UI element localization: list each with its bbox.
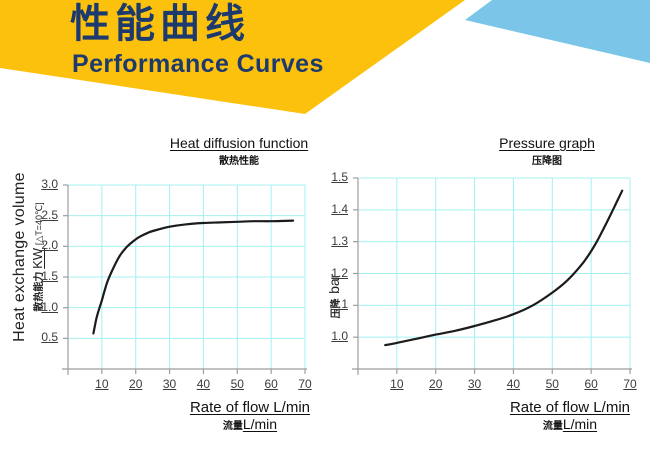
x-tick-label: 40 bbox=[196, 377, 211, 391]
chart-title-cjk: 散热性能 bbox=[219, 156, 259, 167]
x-tick-label: 70 bbox=[298, 377, 312, 391]
x-tick-label: 50 bbox=[230, 377, 244, 391]
x-axis-label-cjk: 流量 bbox=[542, 421, 563, 432]
x-axis-label-cjk-line: 流量L/min bbox=[222, 416, 277, 432]
y-tick-label: 1.1 bbox=[331, 297, 348, 312]
page-title-cjk: 性能曲线 bbox=[70, 2, 250, 46]
x-tick-label: 10 bbox=[95, 377, 109, 391]
y-tick-label: 1.0 bbox=[41, 299, 58, 314]
x-axis-label-cjk: 流量 bbox=[222, 421, 243, 432]
chart-title: Pressure graph 压降图 bbox=[499, 135, 595, 167]
x-tick-label: 70 bbox=[623, 377, 637, 391]
chart-title-cjk: 压降图 bbox=[532, 156, 562, 167]
chart-title: Heat diffusion function 散热性能 bbox=[170, 135, 308, 167]
y-tick-label: 1.2 bbox=[331, 265, 348, 280]
x-tick-label: 30 bbox=[162, 377, 177, 391]
x-tick-label: 30 bbox=[467, 377, 482, 391]
x-axis-label-en: Rate of flow L/min bbox=[189, 399, 310, 416]
curve-line bbox=[384, 189, 624, 347]
y-tick-label: 1.5 bbox=[41, 269, 58, 283]
x-axis-label-cjk-line: 流量L/min bbox=[542, 416, 597, 432]
y-tick-label: 1.4 bbox=[331, 201, 348, 216]
y-tick-label: 2.0 bbox=[41, 238, 58, 253]
y-tick-label: 0.5 bbox=[41, 330, 58, 345]
chart-title-en: Pressure graph bbox=[499, 135, 595, 151]
x-tick-label: 20 bbox=[129, 377, 143, 391]
y-tick-label: 1.0 bbox=[331, 329, 348, 344]
x-tick-label: 40 bbox=[506, 377, 521, 391]
x-axis-unit: L/min bbox=[242, 416, 278, 432]
page-title-en: Performance Curves bbox=[72, 50, 324, 78]
curve-line bbox=[92, 219, 295, 335]
x-tick-label: 10 bbox=[390, 377, 404, 391]
y-tick-label: 1.5 bbox=[331, 170, 348, 184]
x-tick-label: 60 bbox=[584, 377, 598, 391]
y-tick-label: 3.0 bbox=[41, 177, 58, 191]
x-tick-label: 50 bbox=[545, 377, 559, 391]
x-axis-label-en: Rate of flow L/min bbox=[509, 399, 630, 416]
x-axis-unit: L/min bbox=[562, 416, 598, 432]
y-tick-label: 2.5 bbox=[41, 207, 58, 222]
plot-grid-and-curve bbox=[352, 177, 632, 375]
x-tick-label: 60 bbox=[264, 377, 278, 391]
x-axis-label: Rate of flow L/min 流量L/min bbox=[510, 399, 630, 434]
chart-title-en: Heat diffusion function bbox=[169, 135, 309, 151]
x-tick-label: 20 bbox=[429, 377, 443, 391]
x-axis-label: Rate of flow L/min 流量L/min bbox=[190, 399, 310, 434]
y-tick-label: 1.3 bbox=[331, 233, 348, 248]
plot-grid-and-curve bbox=[62, 184, 307, 375]
